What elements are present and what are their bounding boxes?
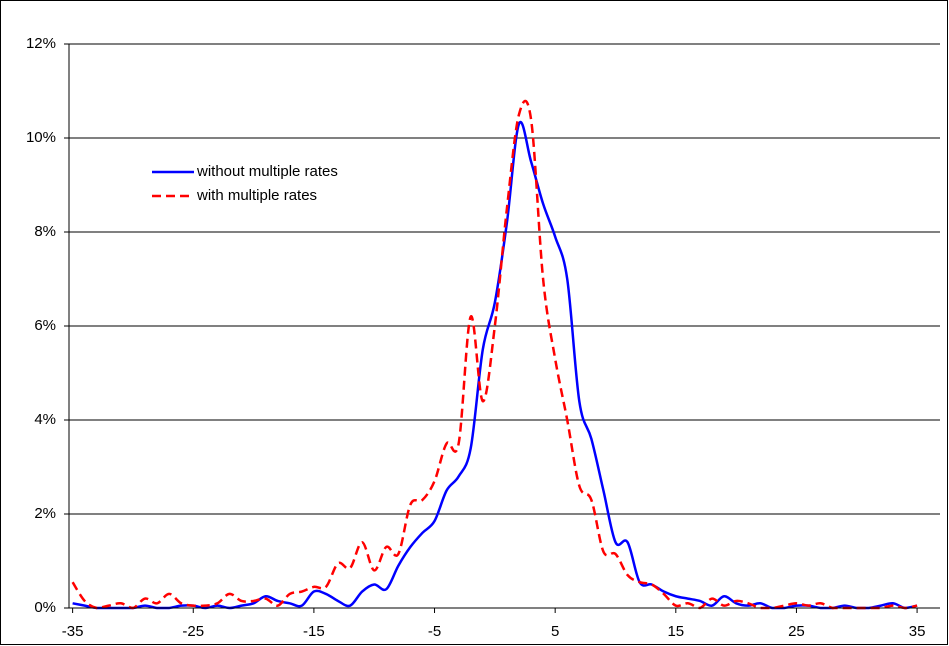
y-tick-label: 0% (34, 599, 56, 616)
legend-label: without multiple rates (196, 163, 338, 180)
x-tick-label: 5 (551, 623, 559, 640)
x-tick-label: 25 (788, 623, 805, 640)
y-tick-label: 12% (26, 35, 56, 52)
x-tick-label: 35 (909, 623, 926, 640)
x-tick-label: 15 (667, 623, 684, 640)
y-tick-label: 4% (34, 411, 56, 428)
x-tick-label: -15 (303, 623, 325, 640)
x-tick-label: -25 (182, 623, 204, 640)
y-tick-label: 6% (34, 317, 56, 334)
series-line (71, 99, 918, 610)
y-tick-label: 2% (34, 505, 56, 522)
legend-label: with multiple rates (196, 187, 317, 204)
x-tick-label: -5 (428, 623, 441, 640)
y-tick-label: 10% (26, 129, 56, 146)
y-tick-label: 8% (34, 223, 56, 240)
x-tick-label: -35 (62, 623, 84, 640)
